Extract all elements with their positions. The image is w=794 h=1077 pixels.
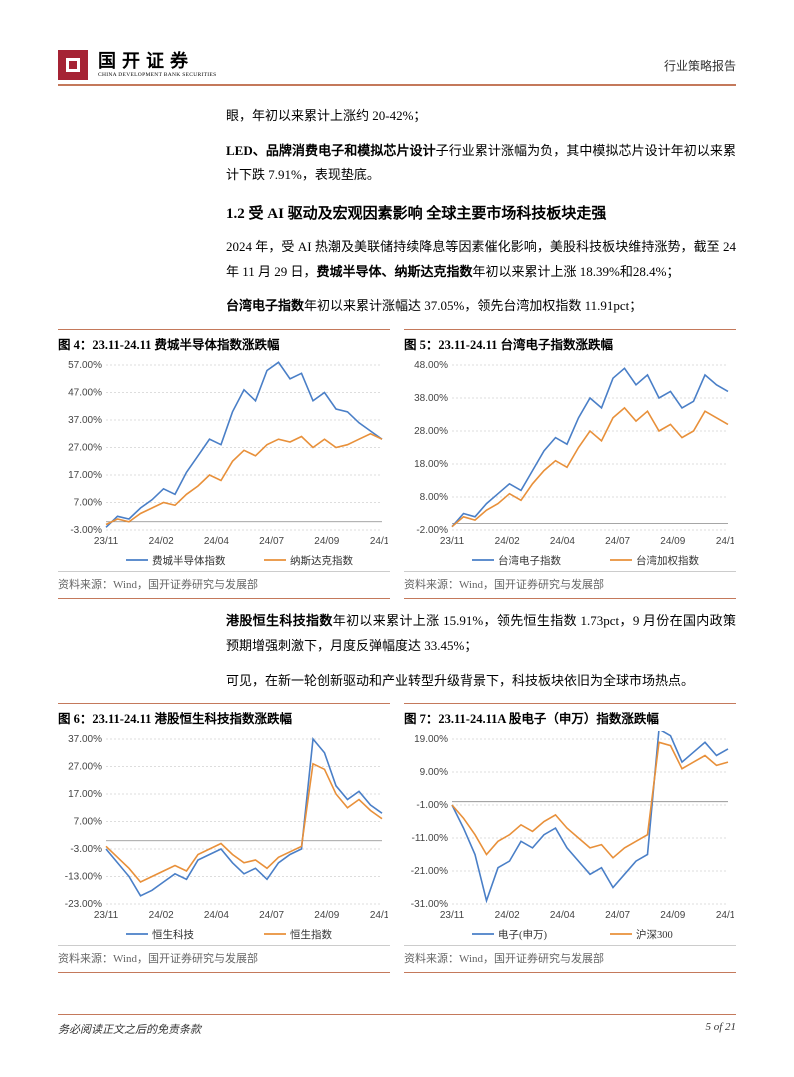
svg-text:24/07: 24/07	[259, 536, 284, 547]
svg-text:24/09: 24/09	[660, 910, 685, 921]
svg-text:48.00%: 48.00%	[414, 360, 448, 371]
svg-text:17.00%: 17.00%	[68, 470, 102, 481]
para-5: 港股恒生科技指数年初以来累计上涨 15.91%，领先恒生指数 1.73pct，9…	[226, 609, 736, 658]
svg-text:24/04: 24/04	[204, 536, 229, 547]
brand: 国开证券 CHINA DEVELOPMENT BANK SECURITIES	[58, 50, 216, 80]
svg-text:-23.00%: -23.00%	[65, 899, 102, 910]
line-chart: -23.00% -13.00% -3.00% 7.00% 17.00% 27.00% 37.…	[58, 731, 388, 946]
svg-text:8.00%: 8.00%	[420, 492, 448, 503]
svg-text:恒生科技: 恒生科技	[152, 928, 194, 941]
page-number: 5 of 21	[705, 1021, 736, 1037]
svg-text:-3.00%: -3.00%	[70, 525, 102, 536]
svg-text:费城半导体指数: 费城半导体指数	[152, 554, 226, 567]
report-type: 行业策略报告	[664, 57, 736, 74]
svg-text:-2.00%: -2.00%	[416, 525, 448, 536]
page-header: 国开证券 CHINA DEVELOPMENT BANK SECURITIES 行…	[58, 50, 736, 86]
svg-text:24/09: 24/09	[314, 910, 339, 921]
svg-text:23/11: 23/11	[94, 910, 119, 921]
chart-6: 图 6：23.11-24.11 港股恒生科技指数涨跌幅 -23.00% -13.0…	[58, 703, 390, 973]
para-4: 台湾电子指数年初以来累计涨幅达 37.05%，领先台湾加权指数 11.91pct…	[226, 294, 736, 319]
body-content-2: 港股恒生科技指数年初以来累计上涨 15.91%，领先恒生指数 1.73pct，9…	[226, 609, 736, 693]
svg-text:9.00%: 9.00%	[420, 767, 448, 778]
svg-text:24/09: 24/09	[660, 536, 685, 547]
svg-text:24/07: 24/07	[605, 910, 630, 921]
svg-text:24/04: 24/04	[550, 910, 575, 921]
para-6: 可见，在新一轮创新驱动和产业转型升级背景下，科技板块依旧为全球市场热点。	[226, 669, 736, 694]
svg-text:24/04: 24/04	[550, 536, 575, 547]
footer-disclaimer: 务必阅读正文之后的免责条款	[58, 1021, 201, 1037]
svg-text:23/11: 23/11	[94, 536, 119, 547]
svg-text:27.00%: 27.00%	[68, 443, 102, 454]
line-chart: -31.00% -21.00% -11.00% -1.00% 9.00% 19.00% 23…	[404, 731, 734, 946]
brand-sub: CHINA DEVELOPMENT BANK SECURITIES	[98, 72, 216, 78]
svg-text:24/02: 24/02	[495, 536, 520, 547]
svg-text:电子(申万): 电子(申万)	[498, 928, 547, 941]
svg-text:24/04: 24/04	[204, 910, 229, 921]
body-content: 眼，年初以来累计上涨约 20-42%； LED、品牌消费电子和模拟芯片设计子行业…	[226, 104, 736, 319]
svg-text:24/11: 24/11	[716, 910, 734, 921]
svg-text:沪深300: 沪深300	[636, 928, 673, 941]
svg-text:24/11: 24/11	[370, 536, 388, 547]
svg-text:24/11: 24/11	[716, 536, 734, 547]
para-3: 2024 年，受 AI 热潮及美联储持续降息等因素催化影响，美股科技板块维持涨势…	[226, 235, 736, 284]
svg-text:-1.00%: -1.00%	[416, 800, 448, 811]
svg-text:-3.00%: -3.00%	[70, 844, 102, 855]
svg-text:-11.00%: -11.00%	[411, 833, 448, 844]
svg-text:24/02: 24/02	[495, 910, 520, 921]
chart-source: 资料来源：Wind，国开证券研究与发展部	[58, 946, 390, 973]
chart-title: 图 7：23.11-24.11A 股电子（申万）指数涨跌幅	[404, 703, 736, 727]
chart-row-1: 图 4：23.11-24.11 费城半导体指数涨跌幅 -3.00% 7.00% 17…	[58, 329, 736, 599]
chart-5: 图 5：23.11-24.11 台湾电子指数涨跌幅 -2.00% 8.00% 18.…	[404, 329, 736, 599]
line-chart: -3.00% 7.00% 17.00% 27.00% 37.00% 47.00% 57.00…	[58, 357, 388, 572]
chart-7: 图 7：23.11-24.11A 股电子（申万）指数涨跌幅 -31.00% -21…	[404, 703, 736, 973]
svg-text:-13.00%: -13.00%	[65, 872, 102, 883]
svg-text:23/11: 23/11	[440, 910, 465, 921]
para-2: LED、品牌消费电子和模拟芯片设计子行业累计涨幅为负，其中模拟芯片设计年初以来累…	[226, 139, 736, 188]
chart-source: 资料来源：Wind，国开证券研究与发展部	[404, 946, 736, 973]
chart-4: 图 4：23.11-24.11 费城半导体指数涨跌幅 -3.00% 7.00% 17…	[58, 329, 390, 599]
svg-text:7.00%: 7.00%	[74, 817, 102, 828]
svg-text:17.00%: 17.00%	[68, 789, 102, 800]
svg-text:台湾加权指数: 台湾加权指数	[636, 554, 699, 567]
svg-text:台湾电子指数: 台湾电子指数	[498, 554, 561, 567]
chart-source: 资料来源：Wind，国开证券研究与发展部	[404, 572, 736, 599]
brand-name: 国开证券	[98, 52, 216, 72]
svg-text:7.00%: 7.00%	[74, 498, 102, 509]
chart-row-2: 图 6：23.11-24.11 港股恒生科技指数涨跌幅 -23.00% -13.0…	[58, 703, 736, 973]
svg-text:纳斯达克指数: 纳斯达克指数	[290, 554, 353, 567]
para-1: 眼，年初以来累计上涨约 20-42%；	[226, 104, 736, 129]
svg-text:28.00%: 28.00%	[414, 426, 448, 437]
svg-text:24/09: 24/09	[314, 536, 339, 547]
page-footer: 务必阅读正文之后的免责条款 5 of 21	[58, 1014, 736, 1037]
line-chart: -2.00% 8.00% 18.00% 28.00% 38.00% 48.00% 23/11…	[404, 357, 734, 572]
svg-text:恒生指数: 恒生指数	[290, 928, 332, 941]
svg-text:24/02: 24/02	[149, 910, 174, 921]
svg-text:23/11: 23/11	[440, 536, 465, 547]
svg-text:24/07: 24/07	[259, 910, 284, 921]
section-heading: 1.2 受 AI 驱动及宏观因素影响 全球主要市场科技板块走强	[226, 202, 736, 223]
svg-text:18.00%: 18.00%	[414, 459, 448, 470]
logo-icon	[58, 50, 88, 80]
chart-title: 图 5：23.11-24.11 台湾电子指数涨跌幅	[404, 329, 736, 353]
svg-text:24/11: 24/11	[370, 910, 388, 921]
svg-text:47.00%: 47.00%	[68, 388, 102, 399]
svg-text:-31.00%: -31.00%	[411, 899, 448, 910]
svg-text:24/02: 24/02	[149, 536, 174, 547]
svg-text:57.00%: 57.00%	[68, 360, 102, 371]
svg-text:38.00%: 38.00%	[414, 393, 448, 404]
svg-text:24/07: 24/07	[605, 536, 630, 547]
chart-title: 图 6：23.11-24.11 港股恒生科技指数涨跌幅	[58, 703, 390, 727]
svg-text:-21.00%: -21.00%	[411, 866, 448, 877]
chart-title: 图 4：23.11-24.11 费城半导体指数涨跌幅	[58, 329, 390, 353]
svg-text:37.00%: 37.00%	[68, 734, 102, 745]
svg-text:27.00%: 27.00%	[68, 762, 102, 773]
svg-text:19.00%: 19.00%	[414, 734, 448, 745]
chart-source: 资料来源：Wind，国开证券研究与发展部	[58, 572, 390, 599]
svg-text:37.00%: 37.00%	[68, 415, 102, 426]
